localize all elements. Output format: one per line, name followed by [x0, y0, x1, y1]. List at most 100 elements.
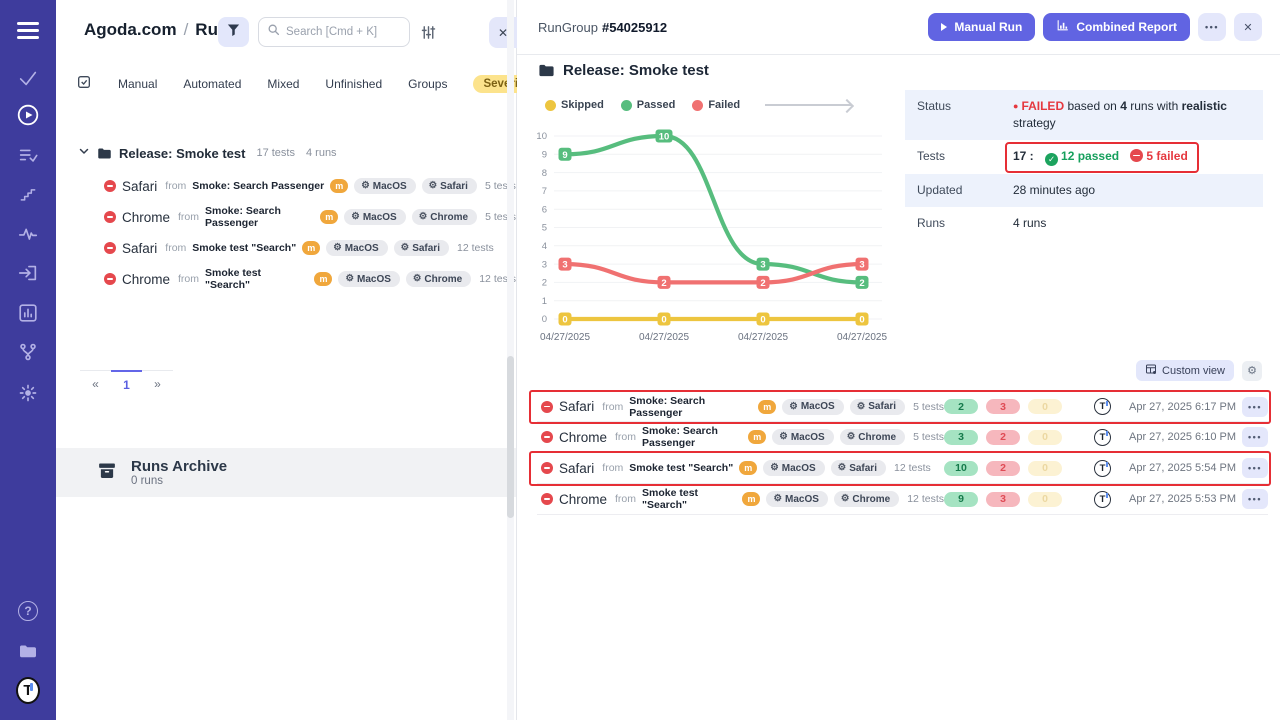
svg-text:2: 2 — [542, 278, 547, 289]
testomat-logo-icon[interactable]: T — [16, 676, 40, 704]
svg-text:10: 10 — [659, 132, 670, 143]
pagination-next[interactable]: » — [142, 370, 173, 397]
gear-icon: ⚙ — [418, 211, 428, 223]
run-name[interactable]: Safari — [559, 460, 595, 476]
pagination-prev[interactable]: « — [80, 370, 111, 397]
list-check-icon[interactable] — [16, 143, 40, 167]
runs-label: Runs — [917, 216, 946, 230]
row-more-button[interactable]: ••• — [1242, 427, 1268, 447]
more-actions-button[interactable]: ••• — [1198, 13, 1226, 41]
search-icon — [267, 23, 280, 41]
ellipsis-icon: ••• — [1248, 401, 1262, 412]
archive-title: Runs Archive — [131, 458, 228, 475]
adjustments-icon[interactable] — [420, 24, 437, 46]
gear-icon: ⚙ — [770, 462, 779, 474]
row-more-button[interactable]: ••• — [1242, 396, 1268, 417]
env-chip-os[interactable]: ⚙ MacOS — [326, 240, 388, 256]
check-icon[interactable] — [16, 66, 40, 90]
folders-icon[interactable] — [16, 639, 40, 663]
env-chip-os[interactable]: ⚙ MacOS — [338, 271, 400, 287]
select-all-icon[interactable] — [76, 74, 92, 93]
failed-status-icon — [541, 431, 553, 443]
env-chip-browser[interactable]: ⚙ Safari — [393, 240, 449, 256]
menu-icon[interactable] — [16, 18, 40, 42]
runs-archive-item[interactable]: Runs Archive 0 runs — [56, 448, 516, 497]
table-settings-button[interactable]: ⚙ — [1242, 360, 1262, 381]
run-tree-item[interactable]: Safari from Smoke: Search Passenger m ⚙ M… — [104, 175, 516, 197]
run-name[interactable]: Chrome — [122, 271, 171, 287]
search-input[interactable] — [286, 26, 401, 38]
run-tree-item[interactable]: Chrome from Smoke: Search Passenger m ⚙ M… — [104, 205, 516, 229]
skipped-pill: 0 — [1028, 491, 1062, 507]
run-from-label: from — [165, 180, 187, 192]
env-chip-os[interactable]: ⚙ MacOS — [772, 429, 834, 445]
gear-icon[interactable] — [16, 381, 40, 405]
combined-report-button[interactable]: Combined Report — [1043, 13, 1190, 41]
run-name[interactable]: Chrome — [559, 491, 608, 507]
env-chip-browser[interactable]: ⚙ Safari — [421, 178, 477, 194]
tab-groups[interactable]: Groups — [408, 76, 448, 91]
env-chip-browser[interactable]: ⚙ Safari — [849, 398, 906, 415]
tab-manual[interactable]: Manual — [118, 76, 158, 91]
git-branch-icon[interactable] — [16, 340, 40, 364]
activity-pulse-icon[interactable] — [16, 222, 40, 246]
import-icon[interactable] — [16, 261, 40, 285]
runs-play-circle-icon[interactable] — [16, 103, 40, 127]
custom-view-button[interactable]: Custom view — [1136, 360, 1234, 381]
gear-icon: ⚙ — [846, 431, 856, 443]
run-name[interactable]: Chrome — [559, 429, 608, 445]
close-detail-button[interactable]: ✕ — [1234, 13, 1262, 41]
run-group-tests-count: 17 tests — [256, 147, 295, 159]
pagination-page-1[interactable]: 1 — [111, 370, 142, 397]
updated-value: 28 minutes ago — [1013, 183, 1096, 197]
failed-pill: 3 — [986, 399, 1020, 414]
env-chip-browser[interactable]: ⚙ Chrome — [405, 271, 472, 287]
ellipsis-icon: ••• — [1248, 432, 1262, 442]
legend-item[interactable]: Skipped — [545, 99, 604, 111]
env-chip-os[interactable]: ⚙ MacOS — [766, 491, 828, 507]
gear-icon: ⚙ — [351, 211, 360, 223]
scrollbar-thumb[interactable] — [507, 356, 514, 518]
run-table-row[interactable]: Safari from Smoke test "Search" m ⚙ MacOS… — [529, 450, 1271, 486]
env-chip-os[interactable]: ⚙ MacOS — [763, 460, 825, 476]
svg-text:4: 4 — [542, 241, 547, 252]
steps-icon[interactable] — [16, 182, 40, 206]
run-name[interactable]: Safari — [559, 399, 595, 414]
run-from-label: from — [615, 493, 637, 505]
tab-mixed[interactable]: Mixed — [267, 76, 300, 91]
run-from-label: from — [178, 273, 200, 285]
result-pills: 2 3 0 — [944, 399, 1094, 414]
run-tree-item[interactable]: Safari from Smoke test "Search" m ⚙ MacOS… — [104, 237, 494, 259]
run-name[interactable]: Safari — [122, 240, 158, 256]
run-table-row[interactable]: Chrome from Smoke: Search Passenger m ⚙ M… — [537, 422, 1268, 453]
run-tree-item[interactable]: Chrome from Smoke test "Search" m ⚙ MacOS… — [104, 267, 516, 291]
legend-item[interactable]: Passed — [620, 99, 675, 111]
tab-unfinished[interactable]: Unfinished — [325, 76, 383, 91]
run-table-row[interactable]: Chrome from Smoke test "Search" m ⚙ MacOS… — [537, 484, 1268, 515]
env-chip-browser[interactable]: ⚙ Chrome — [839, 429, 906, 445]
row-more-button[interactable]: ••• — [1242, 458, 1268, 478]
breadcrumb-project[interactable]: Agoda.com — [84, 20, 177, 39]
tab-automated[interactable]: Automated — [183, 76, 242, 91]
env-chip-os[interactable]: ⚙ MacOS — [344, 209, 406, 225]
run-group-label[interactable]: Release: Smoke test — [119, 145, 246, 161]
bar-chart-icon[interactable] — [16, 301, 40, 325]
env-chip-os[interactable]: ⚙ MacOS — [782, 398, 844, 415]
env-chip-browser[interactable]: ⚙ Safari — [830, 460, 886, 476]
chevron-down-icon[interactable] — [78, 144, 90, 162]
gear-icon: ⚙ — [840, 493, 850, 505]
chart-legend: Skipped Passed Failed — [545, 96, 852, 114]
run-name[interactable]: Chrome — [122, 209, 171, 225]
run-name[interactable]: Safari — [122, 178, 158, 194]
legend-item[interactable]: Failed — [692, 99, 740, 111]
help-icon[interactable]: ? — [16, 599, 40, 623]
row-more-button[interactable]: ••• — [1242, 489, 1268, 509]
run-group-tree-row[interactable]: Release: Smoke test 17 tests 4 runs — [78, 144, 337, 162]
manual-run-button[interactable]: Manual Run — [928, 13, 1036, 41]
app-sidebar: ? T — [0, 0, 56, 720]
env-chip-os[interactable]: ⚙ MacOS — [354, 178, 416, 194]
run-table-row[interactable]: Safari from Smoke: Search Passenger m ⚙ M… — [529, 389, 1271, 424]
env-chip-browser[interactable]: ⚙ Chrome — [833, 491, 900, 507]
env-chip-browser[interactable]: ⚙ Chrome — [411, 209, 478, 225]
filter-button[interactable] — [218, 17, 249, 47]
